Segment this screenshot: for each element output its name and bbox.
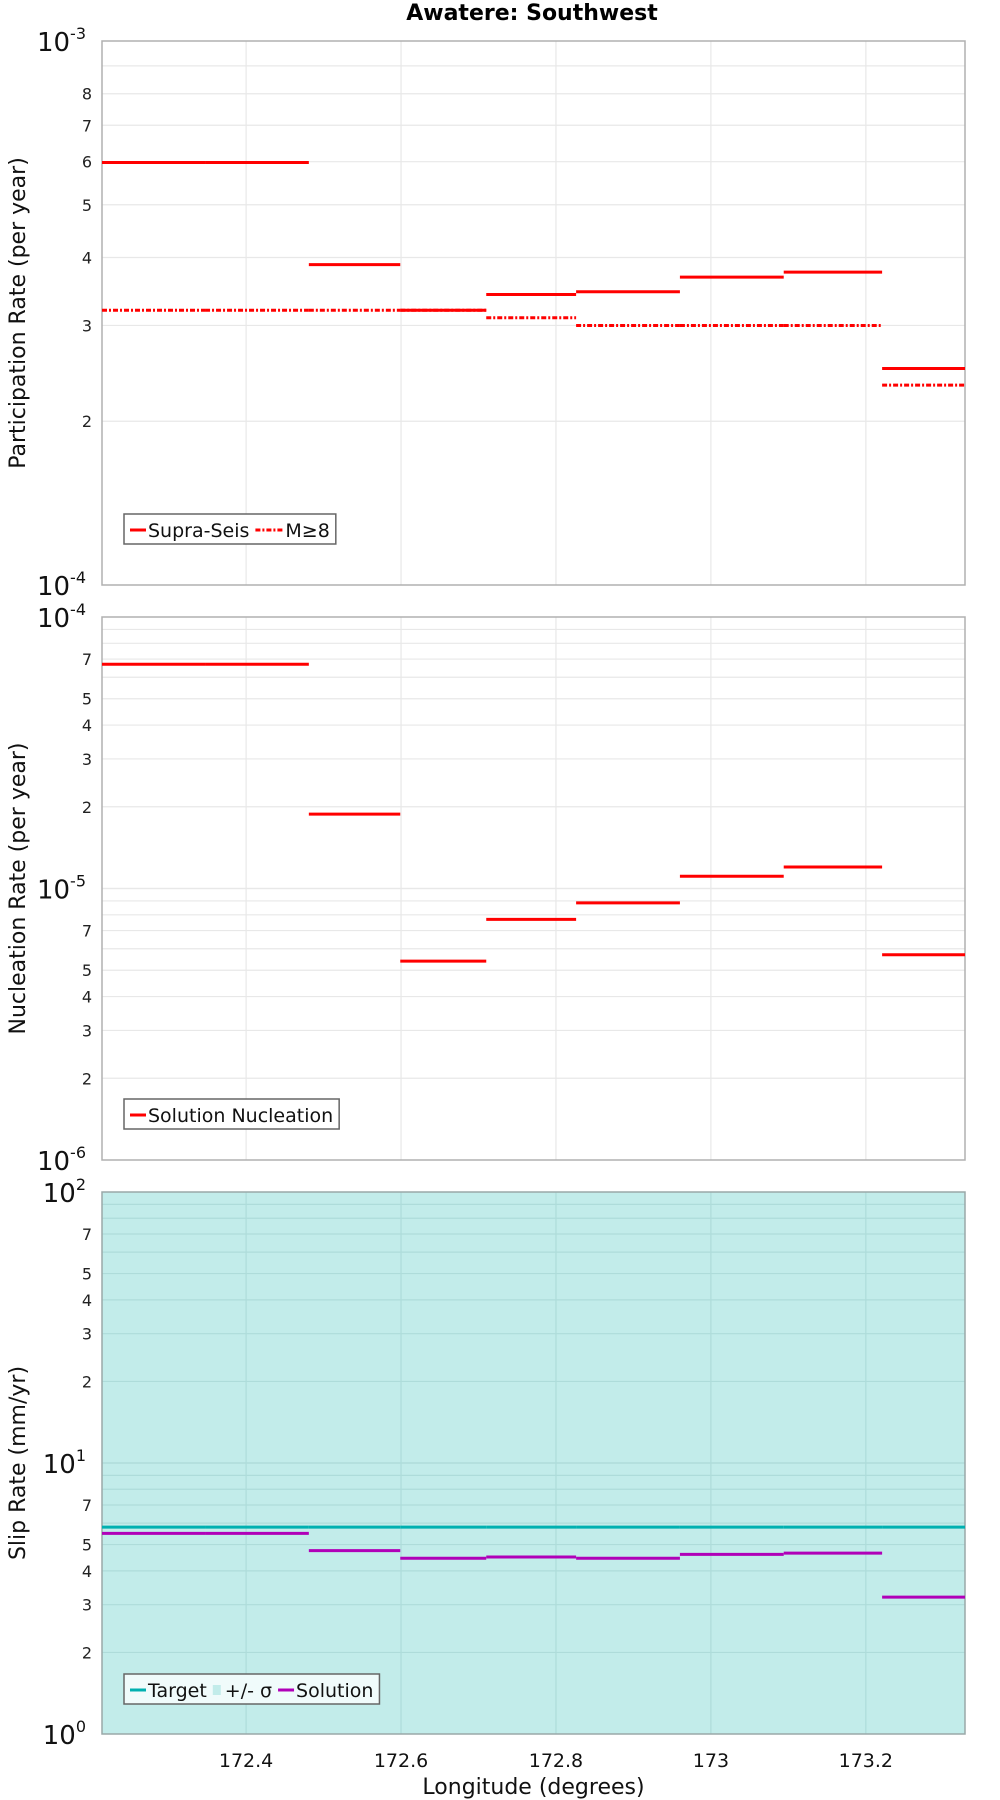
x-tick-label: 173 <box>693 1750 729 1772</box>
x-tick-label: 173.2 <box>839 1750 893 1772</box>
panel-1: 2 3 4 5 6 7 8 10-4 10-3 Participation Rate (per y… <box>6 24 966 602</box>
y-minor-tick-label: 3 <box>82 750 92 769</box>
legend-label: +/- σ <box>225 1680 272 1702</box>
plot-frame <box>101 616 966 1161</box>
y-minor-tick-label: 7 <box>82 922 92 941</box>
x-tick-label: 172.4 <box>219 1750 273 1772</box>
plot-area <box>102 41 965 585</box>
y-minor-tick-label: 2 <box>82 1643 92 1662</box>
y-minor-tick-label: 7 <box>82 1225 92 1244</box>
x-axis-label: Longitude (degrees) <box>422 1775 644 1800</box>
legend-sigma-swatch <box>212 1685 221 1695</box>
legend-box <box>123 513 337 545</box>
legend: Supra-Seis M≥8 <box>123 513 337 545</box>
legend-label: Solution Nucleation <box>148 1105 333 1127</box>
y-minor-tick-label: 4 <box>82 1291 92 1310</box>
chart-title: Awatere: Southwest <box>406 1 658 26</box>
y-major-tick-label: 101 <box>43 1446 86 1480</box>
legend-label: M≥8 <box>285 520 329 542</box>
legend-label: Target <box>147 1680 207 1702</box>
y-major-tick-label: 10-6 <box>37 1143 86 1177</box>
panel-2: 2 3 4 5 7 2 3 4 5 7 10-6 10-5 10-4 Nucleation Rate (p… <box>6 600 966 1177</box>
y-minor-tick-label: 3 <box>82 1325 92 1344</box>
legend-box <box>123 1673 381 1705</box>
y-axis-label: Slip Rate (mm/yr) <box>6 1366 31 1560</box>
legend-box <box>123 1098 340 1130</box>
y-minor-tick-label: 5 <box>82 961 92 980</box>
y-minor-tick-label: 5 <box>82 690 92 709</box>
y-minor-tick-label: 5 <box>82 1536 92 1555</box>
panel-3: 2 3 4 5 7 2 3 4 5 7 100 101 102 Slip Rate (mm/yr) Targ… <box>6 1175 966 1751</box>
y-minor-tick-label: 3 <box>82 316 92 335</box>
y-major-tick-label: 100 <box>43 1717 86 1751</box>
plot-frame <box>101 1191 966 1735</box>
y-major-tick-label: 102 <box>43 1175 86 1209</box>
y-minor-tick-label: 2 <box>82 412 92 431</box>
y-minor-tick-label: 2 <box>82 1069 92 1088</box>
y-axis-label: Nucleation Rate (per year) <box>6 743 31 1035</box>
y-minor-tick-label: 4 <box>82 988 92 1007</box>
y-minor-tick-label: 5 <box>82 196 92 215</box>
y-minor-tick-label: 3 <box>82 1596 92 1615</box>
y-major-tick-label: 10-3 <box>37 24 86 58</box>
y-minor-tick-label: 7 <box>82 650 92 669</box>
y-minor-tick-label: 4 <box>82 1562 92 1581</box>
x-tick-label: 172.6 <box>374 1750 428 1772</box>
legend-label: Supra-Seis <box>148 520 249 542</box>
y-major-tick-label: 10-4 <box>37 600 86 634</box>
y-minor-tick-label: 6 <box>82 153 92 172</box>
y-minor-tick-label: 7 <box>82 1496 92 1515</box>
y-minor-tick-label: 4 <box>82 716 92 735</box>
legend: Solution Nucleation <box>123 1098 340 1130</box>
y-minor-tick-label: 2 <box>82 1372 92 1391</box>
plot-frame <box>101 40 966 586</box>
legend-label: Solution <box>296 1680 373 1702</box>
y-minor-tick-label: 7 <box>82 116 92 135</box>
y-minor-tick-label: 5 <box>82 1265 92 1284</box>
y-minor-tick-label: 4 <box>82 248 92 267</box>
y-minor-tick-label: 8 <box>82 85 92 104</box>
y-minor-tick-label: 3 <box>82 1021 92 1040</box>
x-tick-label: 172.8 <box>529 1750 583 1772</box>
y-axis-label: Participation Rate (per year) <box>6 157 31 469</box>
y-major-tick-label: 10-4 <box>37 568 86 602</box>
y-major-tick-label: 10-5 <box>37 872 86 906</box>
legend: Target +/- σ Solution <box>123 1673 381 1705</box>
y-minor-tick-label: 2 <box>82 798 92 817</box>
